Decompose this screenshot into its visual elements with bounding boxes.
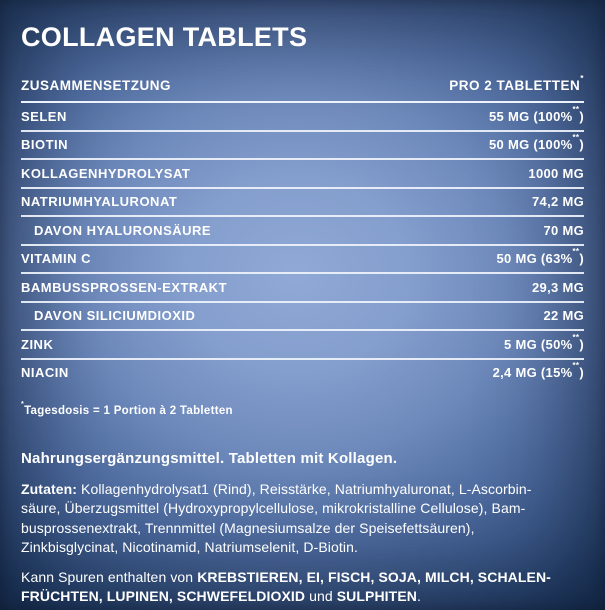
row-value: 29,3 MG bbox=[532, 279, 584, 295]
row-label: DAVON HYALURONSÄURE bbox=[34, 222, 212, 238]
double-asterisk-superscript: ** bbox=[572, 332, 580, 342]
daily-dose-footnote: *Tagesdosis = 1 Portion à 2 Tabletten bbox=[21, 399, 233, 417]
row-value: 55 MG (100%**) bbox=[488, 104, 584, 124]
table-row: KOLLAGENHYDROLYSAT 1000 MG bbox=[21, 158, 584, 187]
ingredients-paragraph: Zutaten: Kollagenhydrolysat1 (Rind), Rei… bbox=[21, 480, 584, 557]
row-value: 5 MG (50%**) bbox=[504, 332, 584, 352]
allergens-paragraph: Kann Spuren enthalten von KREBSTIEREN, E… bbox=[21, 568, 584, 607]
text-segment: SULPHITEN bbox=[336, 588, 417, 605]
row-value: 2,4 MG (15%**) bbox=[492, 361, 584, 381]
text-segment: KREBSTIEREN, EI, FISCH, SOJA, MILCH, SCH… bbox=[21, 569, 551, 605]
row-label: NATRIUMHYALURONAT bbox=[21, 194, 178, 210]
row-label: BAMBUSSPROSSEN-EXTRAKT bbox=[21, 279, 228, 295]
row-value: 50 MG (100%**) bbox=[488, 133, 584, 153]
table-header-per-dose: PRO 2 TABLETTEN* bbox=[449, 72, 584, 93]
product-description: Nahrungsergänzungsmittel. Tabletten mit … bbox=[21, 450, 398, 467]
double-asterisk-superscript: ** bbox=[572, 247, 580, 257]
table-row: BIOTIN 50 MG (100%**) bbox=[21, 129, 584, 159]
double-asterisk-superscript: ** bbox=[572, 133, 580, 143]
row-label: NIACIN bbox=[21, 365, 69, 381]
table-header-composition: ZUSAMMENSETZUNG bbox=[21, 78, 171, 93]
footnote-asterisk: * bbox=[580, 72, 584, 83]
text-segment: und bbox=[305, 588, 337, 605]
table-row: NATRIUMHYALURONAT 74,2 MG bbox=[21, 186, 584, 216]
row-label: ZINK bbox=[21, 336, 54, 352]
text-segment: Kann Spuren enthalten von bbox=[21, 569, 198, 586]
row-label: VITAMIN C bbox=[21, 251, 91, 267]
table-row: NIACIN 2,4 MG (15%**) bbox=[21, 357, 584, 387]
row-value: 22 MG bbox=[543, 308, 584, 324]
row-label: KOLLAGENHYDROLYSAT bbox=[21, 165, 191, 181]
double-asterisk-superscript: ** bbox=[572, 361, 580, 371]
table-row: BAMBUSSPROSSEN-EXTRAKT 29,3 MG bbox=[21, 272, 584, 301]
table-header: ZUSAMMENSETZUNG PRO 2 TABLETTEN* bbox=[21, 72, 584, 103]
row-label: DAVON SILICIUMDIOXID bbox=[34, 308, 196, 324]
text-segment: Kollagenhydrolysat1 (Rind), Reisstärke, … bbox=[21, 481, 532, 555]
double-asterisk-superscript: ** bbox=[572, 104, 580, 114]
table-row: SELEN 55 MG (100%**) bbox=[21, 103, 584, 130]
footnote-asterisk: * bbox=[21, 399, 25, 408]
text-segment: . bbox=[416, 588, 421, 605]
table-row: DAVON SILICIUMDIOXID 22 MG bbox=[21, 300, 584, 330]
ingredient-table: SELEN 55 MG (100%**) BIOTIN 50 MG (100%*… bbox=[21, 103, 584, 386]
table-row: ZINK 5 MG (50%**) bbox=[21, 329, 584, 358]
row-label: BIOTIN bbox=[21, 137, 69, 153]
text-segment: Zutaten: bbox=[21, 481, 78, 497]
table-row: DAVON HYALURONSÄURE 70 MG bbox=[21, 215, 584, 244]
row-value: 50 MG (63%**) bbox=[496, 247, 584, 267]
row-value: 1000 MG bbox=[528, 165, 584, 181]
row-label: SELEN bbox=[21, 108, 67, 124]
product-title: COLLAGEN TABLETS bbox=[21, 22, 308, 52]
row-value: 74,2 MG bbox=[532, 194, 584, 210]
row-value: 70 MG bbox=[543, 222, 584, 238]
table-row: VITAMIN C 50 MG (63%**) bbox=[21, 243, 584, 273]
